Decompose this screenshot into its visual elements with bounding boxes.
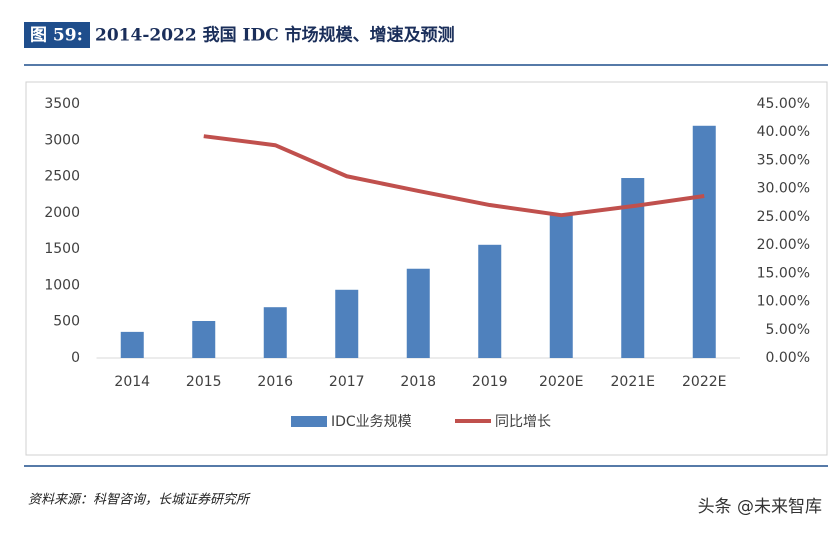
y-tick-label: 3500 [44, 96, 80, 112]
bar [478, 244, 502, 358]
legend-label: 同比增长 [495, 414, 551, 430]
y2-tick-label: 25.00% [757, 209, 810, 225]
bar [120, 331, 144, 358]
legend-label: IDC业务规模 [331, 414, 412, 430]
x-tick-label: 2020E [539, 374, 583, 390]
bar [549, 213, 573, 358]
y2-tick-label: 20.00% [757, 237, 810, 253]
chart-frame [25, 81, 828, 456]
figure-label: 图 59: [30, 26, 83, 46]
label-box [24, 22, 90, 48]
plot: 0 500 1000 1500 2000 2500 3000 3500 0.00% 5.00% 10… [44, 96, 810, 430]
watermark: 头条 @未来智库 [698, 497, 822, 517]
y-tick-label: 0 [71, 350, 80, 366]
bar [335, 289, 359, 358]
legend-swatch [291, 416, 327, 427]
bar [192, 320, 216, 358]
figure-title: 2014-2022 我国 IDC 市场规模、增速及预测 [95, 25, 455, 46]
x-tick-label: 2015 [186, 374, 222, 390]
y-tick-label: 2000 [44, 205, 80, 221]
y-tick-label: 3000 [44, 132, 80, 148]
y2-tick-label: 30.00% [757, 181, 810, 197]
source: 资料来源：科智咨询，长城证券研究所 [28, 492, 251, 508]
y-tick-label: 1000 [44, 277, 80, 293]
x-tick-label: 2019 [472, 374, 508, 390]
x-tick-label: 2021E [611, 374, 655, 390]
y-tick-label: 500 [53, 314, 80, 330]
y2-tick-label: 10.00% [757, 294, 810, 310]
y-tick-label: 1500 [44, 241, 80, 257]
y2-tick-label: 5.00% [766, 322, 810, 338]
bar [263, 307, 287, 358]
y-tick-label: 2500 [44, 169, 80, 185]
x-tick-label: 2022E [682, 374, 726, 390]
y2-tick-label: 35.00% [757, 152, 810, 168]
y2-tick-label: 40.00% [757, 124, 810, 140]
line [203, 134, 705, 218]
x-tick-label: 2014 [114, 374, 150, 390]
y2-tick-label: 0.00% [766, 350, 810, 366]
bar [621, 178, 645, 358]
y2-tick-label: 15.00% [757, 265, 810, 281]
bar [406, 268, 430, 358]
bar [692, 125, 716, 359]
x-tick-label: 2018 [400, 374, 436, 390]
x-tick-label: 2017 [329, 374, 365, 390]
x-tick-label: 2016 [257, 374, 293, 390]
y2-tick-label: 45.00% [757, 96, 810, 112]
